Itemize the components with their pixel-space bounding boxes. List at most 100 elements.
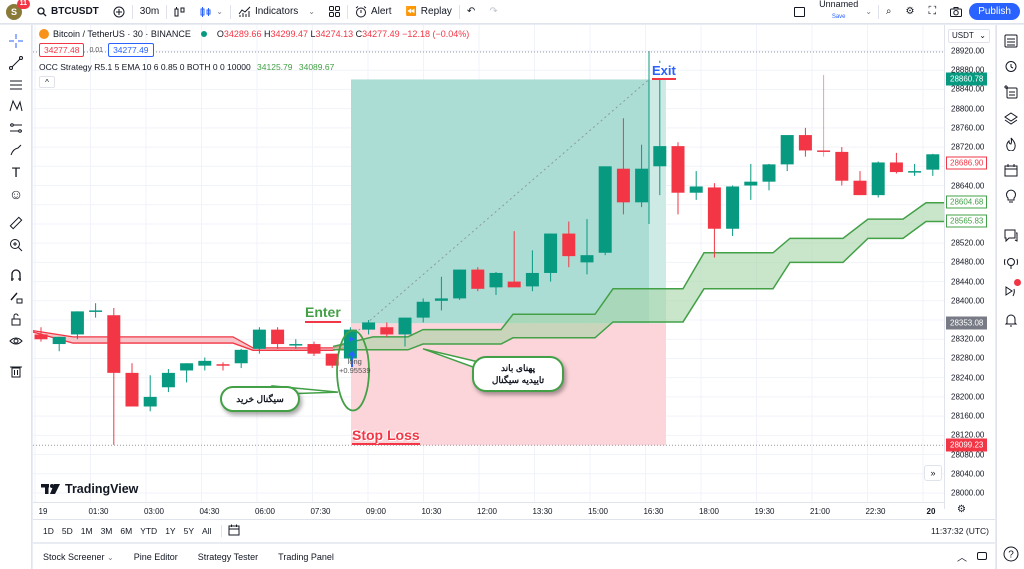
rewind-icon: ⏪ — [405, 6, 417, 16]
svg-text:?: ? — [1008, 550, 1014, 561]
strategy-legend[interactable]: OCC Strategy R5.1 5 EMA 10 6 0.85 0 BOTH… — [39, 62, 469, 72]
measure-tool[interactable] — [8, 215, 24, 231]
quick-search-button[interactable]: ⌕ — [879, 0, 899, 24]
axis-settings-button[interactable]: ⚙ — [957, 504, 966, 515]
crosshair-tool[interactable] — [8, 33, 24, 49]
goto-date-button[interactable] — [228, 524, 240, 538]
streams-button[interactable] — [1003, 255, 1019, 271]
lock-icon — [11, 313, 21, 326]
help-button[interactable]: ? — [1003, 546, 1019, 562]
price-chart[interactable] — [33, 25, 944, 502]
tab-strategy-tester[interactable]: Strategy Tester — [188, 552, 268, 562]
magnet-tool[interactable] — [8, 267, 24, 283]
text-tool[interactable]: T — [8, 164, 24, 180]
buy-button[interactable]: 34277.49 — [108, 43, 154, 57]
bar-style-button[interactable] — [167, 0, 193, 24]
stop-loss-label: Stop Loss — [352, 427, 420, 445]
collapse-legend-button[interactable]: ^ — [39, 76, 55, 88]
range-buttons: 1D 5D 1M 3M 6M YTD 1Y 5Y All — [33, 526, 215, 536]
maximize-panel-button[interactable] — [973, 551, 995, 562]
range-button-1m[interactable]: 1M — [80, 525, 93, 536]
utc-clock[interactable]: 11:37:32 (UTC) — [931, 525, 989, 536]
compare-symbol-button[interactable] — [106, 0, 132, 24]
hide-drawings-tool[interactable] — [8, 333, 24, 349]
open-value: 34289.66 — [223, 29, 262, 39]
brush-tool[interactable] — [8, 142, 24, 158]
tab-trading-panel[interactable]: Trading Panel — [268, 552, 344, 562]
time-tick: 18:00 — [698, 507, 720, 516]
tab-pine-editor[interactable]: Pine Editor — [124, 552, 188, 562]
time-tick: 09:00 — [365, 507, 387, 516]
symbol-title[interactable]: Bitcoin / TetherUS · 30 · BINANCE — [53, 29, 191, 39]
scroll-to-realtime-button[interactable]: » — [924, 465, 942, 481]
chevron-down-icon[interactable]: ⌄ — [865, 7, 872, 16]
object-tree-button[interactable] — [1003, 84, 1019, 100]
tradingview-logo[interactable]: TradingView — [41, 482, 138, 496]
alert-button[interactable]: Alert — [348, 0, 399, 24]
undo-button[interactable]: ↶ — [460, 0, 482, 24]
strategy-value-1: 34125.79 — [257, 62, 293, 72]
zoom-tool[interactable] — [8, 237, 24, 253]
price-axis[interactable]: USDT ⌄ 28920.00 28880.00 28840.00 28800.00 2… — [944, 25, 995, 509]
lock-drawing-tool[interactable] — [8, 289, 24, 305]
time-tick: 13:30 — [532, 507, 553, 516]
lock-all-tool[interactable] — [8, 311, 24, 327]
alerts-bell-button[interactable] — [1003, 312, 1019, 328]
buy-sell-row: 34277.48 0.01 34277.49 — [39, 43, 469, 57]
templates-button[interactable] — [322, 0, 347, 24]
trend-line-tool[interactable] — [8, 55, 24, 71]
redo-button[interactable]: ↷ — [482, 0, 504, 24]
fib-tool[interactable] — [8, 77, 24, 93]
expand-panel-button[interactable]: ︿ — [951, 549, 973, 564]
prediction-tool[interactable] — [8, 120, 24, 136]
watchlist-button[interactable] — [1003, 33, 1019, 49]
hotlists-button[interactable] — [1003, 136, 1019, 152]
range-button-1d[interactable]: 1D — [43, 525, 54, 536]
symbol-search-button[interactable]: BTCUSDT — [30, 0, 106, 24]
indicators-icon — [238, 6, 251, 17]
chart-pane[interactable]: Bitcoin / TetherUS · 30 · BINANCE O34289… — [33, 25, 995, 542]
interval-label: 30m — [139, 6, 160, 17]
range-button-ytd[interactable]: YTD — [140, 525, 158, 536]
range-button-3m[interactable]: 3M — [100, 525, 113, 536]
range-button-all[interactable]: All — [202, 525, 212, 536]
range-button-5y[interactable]: 5Y — [183, 525, 194, 536]
pattern-tool[interactable] — [8, 98, 24, 114]
remove-drawings-tool[interactable] — [8, 363, 24, 379]
publish-button[interactable]: Publish — [969, 3, 1020, 20]
currency-select[interactable]: USDT ⌄ — [948, 29, 990, 43]
range-button-5d[interactable]: 5D — [61, 525, 73, 536]
notifications-button[interactable] — [1003, 279, 1021, 299]
layout-button[interactable] — [787, 0, 812, 24]
layers-button[interactable] — [1003, 110, 1019, 126]
price-tick: 28880.00 — [951, 65, 985, 75]
range-button-1y[interactable]: 1Y — [165, 525, 176, 536]
price-tag: 28099.23 — [946, 438, 988, 452]
calendar-button[interactable] — [1003, 162, 1019, 178]
settings-button[interactable]: ⚙ — [899, 0, 922, 24]
replay-button[interactable]: ⏪ Replay — [399, 0, 459, 24]
candle-style-button[interactable]: ⌄ — [193, 0, 230, 24]
alerts-button[interactable] — [1003, 58, 1019, 74]
chats-button[interactable] — [1003, 228, 1019, 244]
emoji-tool[interactable]: ☺ — [8, 186, 24, 202]
interval-button[interactable]: 30m — [133, 0, 166, 24]
chevron-down-icon[interactable]: ⌄ — [308, 7, 315, 16]
layout-name[interactable]: Unnamed Save — [812, 0, 865, 24]
layout-name-label: Unnamed — [819, 0, 859, 9]
fullscreen-button[interactable]: ⛶ — [921, 0, 943, 24]
price-tick: 28320.00 — [951, 334, 985, 344]
sell-button[interactable]: 34277.48 — [39, 43, 85, 57]
grid-icon — [329, 6, 340, 17]
range-button-6m[interactable]: 6M — [120, 525, 133, 536]
screenshot-button[interactable] — [943, 0, 969, 24]
ideas-button[interactable] — [1003, 188, 1019, 204]
chevron-down-icon[interactable]: ⌄ — [216, 7, 223, 16]
indicators-button[interactable]: Indicators ⌄ — [231, 0, 322, 24]
tab-label: Stock Screener — [43, 551, 105, 562]
search-icon — [37, 6, 47, 16]
divider — [458, 4, 460, 19]
user-avatar[interactable]: S 11 — [6, 0, 30, 20]
tab-stock-screener[interactable]: Stock Screener ⌄ — [33, 552, 124, 562]
time-axis[interactable]: 19 01:30 03:00 04:30 06:00 07:30 09:00 10:30 12:… — [33, 502, 944, 520]
